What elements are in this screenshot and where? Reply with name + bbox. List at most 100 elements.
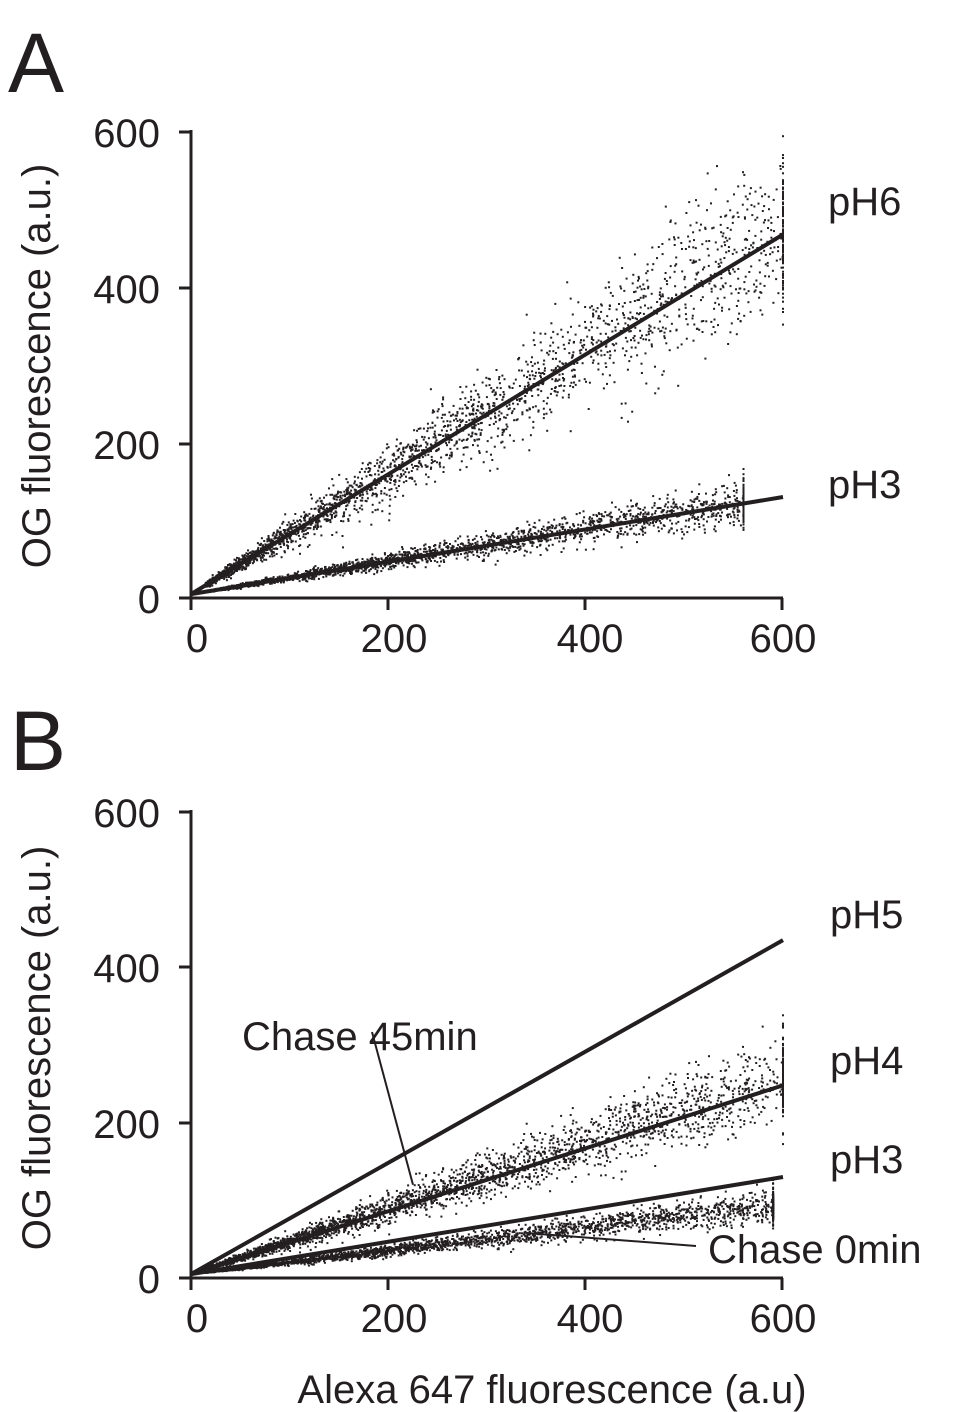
scatter-point (487, 377, 490, 380)
scatter-point (466, 555, 469, 558)
scatter-point (735, 489, 738, 492)
scatter-point (267, 535, 270, 537)
scatter-point (721, 235, 724, 238)
scatter-point (270, 538, 273, 541)
scatter-point (528, 377, 531, 380)
scatter-point (591, 361, 594, 364)
scatter-point (215, 580, 218, 583)
scatter-point (280, 556, 283, 559)
scatter-point (682, 503, 685, 506)
scatter-point (416, 551, 419, 554)
scatter-point (711, 505, 714, 508)
scatter-point (749, 310, 752, 313)
scatter-point (261, 556, 264, 559)
scatter-point (345, 501, 348, 504)
scatter-point (632, 524, 635, 527)
scatter-point (338, 473, 341, 476)
scatter-point (508, 403, 511, 406)
scatter-point (681, 508, 684, 511)
scatter-point (739, 524, 742, 527)
scatter-point (368, 474, 371, 476)
scatter-point (472, 553, 475, 556)
scatter-point (715, 513, 718, 516)
scatter-point (568, 339, 571, 342)
scatter-point (616, 519, 619, 522)
scatter-point (621, 347, 624, 350)
scatter-point (311, 577, 314, 580)
scatter-point (683, 278, 686, 281)
scatter-point (401, 562, 404, 564)
scatter-point (647, 287, 650, 290)
scatter-point (629, 514, 632, 517)
scatter-point (464, 446, 467, 449)
scatter-point (615, 518, 618, 521)
scatter-point (385, 493, 388, 496)
scatter-point (647, 513, 650, 516)
scatter-point (728, 237, 731, 240)
scatter-point (728, 269, 730, 272)
scatter-point (664, 327, 667, 330)
scatter-point (440, 456, 443, 459)
scatter-point (411, 547, 414, 550)
scatter-point (241, 568, 244, 571)
scatter-point (674, 285, 677, 288)
scatter-point (393, 480, 396, 482)
scatter-point (677, 236, 680, 239)
scatter-point (247, 555, 250, 558)
scatter-point (534, 405, 537, 408)
scatter-point (426, 550, 429, 553)
scatter-point (294, 532, 297, 535)
scatter-point (331, 504, 333, 506)
scatter-point (448, 411, 451, 414)
scatter-point (459, 398, 462, 400)
scatter-point (690, 490, 693, 493)
scatter-point (736, 499, 739, 502)
scatter-point (348, 560, 351, 563)
scatter-point (661, 295, 664, 298)
scatter-point (660, 527, 663, 530)
scatter-point (406, 566, 409, 569)
scatter-point (434, 544, 437, 546)
scatter-point (544, 537, 547, 540)
scatter-point (419, 427, 422, 430)
scatter-point (417, 461, 420, 464)
scatter-point (620, 416, 623, 419)
scatter-point (282, 581, 285, 584)
scatter-point (287, 547, 289, 550)
scatter-point (438, 463, 441, 466)
scatter-point (714, 241, 717, 244)
scatter-point (461, 407, 464, 410)
scatter-point (746, 208, 749, 211)
scatter-point (561, 517, 564, 520)
scatter-point (550, 322, 553, 325)
scatter-point (681, 270, 684, 273)
scatter-point (637, 521, 640, 524)
scatter-point (432, 409, 434, 412)
scatter-point (661, 510, 664, 513)
scatter-point (629, 528, 632, 531)
scatter-point (578, 541, 581, 544)
scatter-point (461, 412, 464, 415)
scatter-point (286, 532, 289, 535)
scatter-point (354, 490, 357, 493)
scatter-point (574, 383, 577, 386)
scatter-point (514, 550, 517, 552)
scatter-point (742, 511, 745, 514)
scatter-point (615, 308, 618, 311)
scatter-point (473, 417, 476, 420)
scatter-point (522, 344, 525, 347)
scatter-point (738, 500, 741, 503)
scatter-point (562, 526, 565, 528)
scatter-point (622, 327, 625, 330)
scatter-point (388, 519, 391, 522)
scatter-point (267, 536, 270, 539)
scatter-point (460, 460, 463, 463)
scatter-point (367, 559, 370, 562)
scatter-point (782, 187, 784, 189)
scatter-point (349, 572, 352, 574)
scatter-point (600, 340, 603, 343)
scatter-point (478, 450, 481, 453)
scatter-point (695, 260, 698, 263)
scatter-point (527, 383, 530, 386)
scatter-point (402, 448, 405, 451)
